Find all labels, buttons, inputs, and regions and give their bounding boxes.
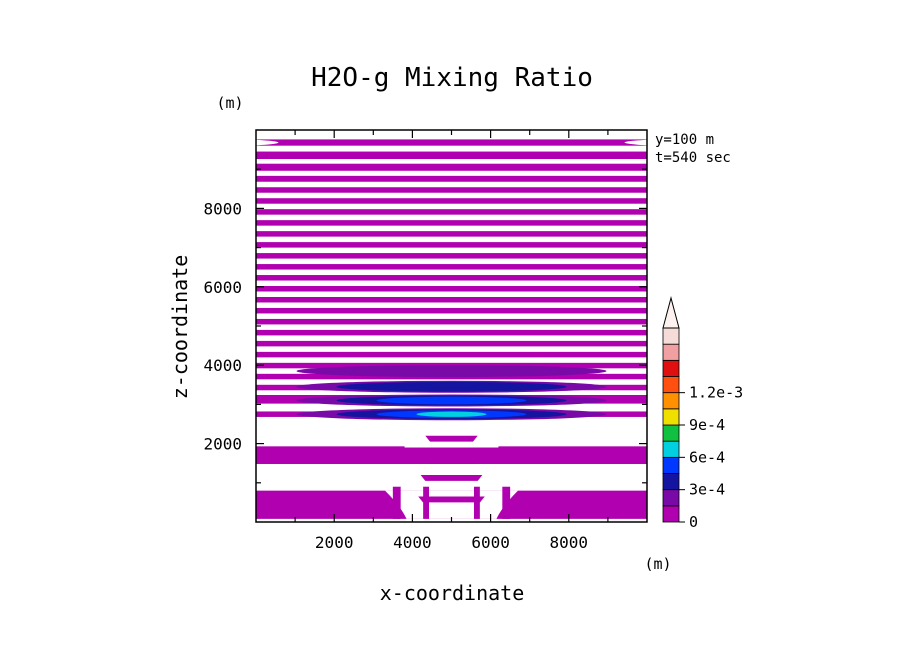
- moisture-band: [256, 242, 647, 248]
- moisture-band: [256, 296, 647, 303]
- axes: 2000 4000 6000 8000 2000 4000 6000 8000: [203, 130, 647, 552]
- moist-core: [296, 365, 607, 378]
- moisture-band: [256, 231, 647, 237]
- colorbar-label: 3e-4: [689, 481, 725, 499]
- y-tick-label: 8000: [203, 199, 242, 218]
- y-tick-label: 6000: [203, 278, 242, 297]
- annotation-t: t=540 sec: [655, 150, 731, 166]
- moisture-band: [256, 264, 647, 270]
- colorbar-swatch: [662, 392, 680, 410]
- moisture-band: [256, 198, 647, 204]
- colorbar-extend-arrow: [662, 296, 680, 329]
- y-tick-label: 4000: [203, 356, 242, 375]
- colorbar-label: 0: [689, 513, 698, 531]
- moisture-band: [256, 307, 647, 314]
- column-arc: [425, 435, 478, 442]
- column-pillar: [473, 486, 480, 519]
- x-tick-label: 8000: [550, 533, 589, 552]
- colorbar-swatch: [662, 505, 680, 523]
- moisture-band: [256, 351, 647, 358]
- colorbar-label: 6e-4: [689, 448, 725, 466]
- band-gap: [256, 139, 279, 146]
- moisture-band: [256, 220, 647, 226]
- colorbar-swatch: [662, 489, 680, 507]
- column-gap: [404, 443, 499, 448]
- chart-title: H2O-g Mixing Ratio: [311, 63, 593, 93]
- band-gap: [624, 139, 647, 146]
- colorbar-swatch: [662, 408, 680, 426]
- moisture-band: [256, 187, 647, 193]
- x-tick-label: 6000: [471, 533, 510, 552]
- moisture-band: [256, 209, 647, 215]
- updraft-column: [385, 490, 518, 519]
- column-pillar: [423, 486, 430, 519]
- moisture-band: [256, 318, 647, 325]
- colorbar-swatch: [662, 440, 680, 458]
- colorbar: 0 3e-4 6e-4 9e-4 1.2e-3: [662, 296, 743, 531]
- colorbar-swatch: [662, 343, 680, 361]
- moist-core: [336, 381, 567, 392]
- moisture-band: [256, 163, 647, 171]
- column-arc: [418, 496, 485, 503]
- column-arc: [420, 474, 483, 481]
- plot-area: [256, 139, 647, 519]
- moisture-band: [256, 275, 647, 281]
- colorbar-swatch: [662, 473, 680, 491]
- y-tick-label: 2000: [203, 435, 242, 454]
- moisture-band: [256, 446, 647, 464]
- x-tick-label: 2000: [315, 533, 354, 552]
- moisture-band: [256, 253, 647, 259]
- colorbar-swatch: [662, 456, 680, 474]
- moisture-band: [256, 329, 647, 336]
- x-axis-label: x-coordinate: [380, 581, 525, 605]
- moisture-band: [256, 139, 647, 146]
- column-pillar: [392, 486, 401, 519]
- colorbar-label: 1.2e-3: [689, 384, 743, 402]
- colorbar-swatch: [662, 359, 680, 377]
- colorbar-label: 9e-4: [689, 416, 725, 434]
- moisture-band: [256, 286, 647, 292]
- column-gap: [416, 427, 487, 432]
- moisture-band: [256, 151, 647, 160]
- annotation-y: y=100 m: [655, 132, 714, 148]
- moisture-band: [256, 175, 647, 182]
- y-axis-label: z-coordinate: [168, 255, 192, 400]
- moisture-band: [256, 340, 647, 347]
- x-unit-label: (m): [644, 555, 671, 573]
- colorbar-swatch: [662, 376, 680, 394]
- colorbar-swatch: [662, 424, 680, 442]
- colorbar-swatch: [662, 327, 680, 345]
- moist-core: [416, 411, 487, 417]
- column-arc: [422, 457, 481, 464]
- x-tick-label: 4000: [393, 533, 432, 552]
- column-pillar: [502, 486, 511, 519]
- y-unit-label: (m): [216, 94, 243, 112]
- moist-core: [376, 396, 527, 405]
